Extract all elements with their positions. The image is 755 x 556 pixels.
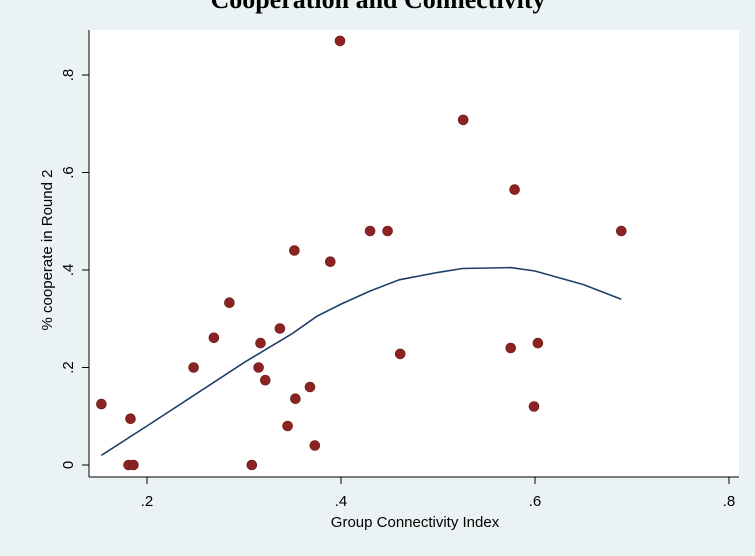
scatter-point xyxy=(394,348,406,360)
scatter-point xyxy=(289,245,300,256)
x-axis-ticks: .2 .4 .6 .8 xyxy=(141,477,736,510)
scatter-point xyxy=(304,381,316,393)
fit-line-layer xyxy=(100,266,622,456)
scatter-point xyxy=(505,342,517,354)
scatter-point xyxy=(309,440,321,451)
scatter-point xyxy=(255,337,266,349)
scatter-point xyxy=(457,114,469,126)
x-tick-label: .6 xyxy=(529,493,542,510)
scatter-point xyxy=(290,393,301,405)
scatter-point xyxy=(188,362,199,373)
scatter-point xyxy=(532,337,544,349)
x-tick-label: .4 xyxy=(335,493,348,510)
plot-area xyxy=(89,30,739,477)
x-tick-label: .8 xyxy=(723,493,736,510)
scatter-point xyxy=(259,374,271,386)
scatter-point xyxy=(528,401,540,412)
y-tick-label: .4 xyxy=(60,264,77,277)
scatter-point xyxy=(208,332,220,344)
x-axis-label: Group Connectivity Index xyxy=(331,514,500,531)
scatter-point xyxy=(224,297,235,309)
scatter-point xyxy=(253,362,264,373)
scatter-point xyxy=(382,225,393,237)
scatter-point xyxy=(324,256,336,268)
y-axis-ticks: 0 .2 .4 .6 .8 xyxy=(60,69,89,469)
fit-line xyxy=(100,266,622,456)
scatter-point xyxy=(274,323,286,334)
chart-title: Cooperation and Connectivity xyxy=(210,0,545,14)
scatter-point xyxy=(128,459,139,471)
scatter-point xyxy=(334,35,346,47)
scatter-points xyxy=(96,35,627,471)
x-tick-label: .2 xyxy=(141,493,154,510)
y-tick-label: .2 xyxy=(60,361,77,374)
y-tick-label: .8 xyxy=(60,69,77,82)
scatter-point xyxy=(364,225,376,237)
y-tick-label: .6 xyxy=(60,166,77,179)
scatter-point xyxy=(125,413,136,425)
scatter-point xyxy=(509,184,520,195)
y-tick-label: 0 xyxy=(60,461,77,469)
scatter-point xyxy=(282,420,293,432)
scatter-point xyxy=(246,459,258,471)
scatter-point xyxy=(96,398,107,410)
scatter-point xyxy=(615,225,627,237)
y-axis-label: % cooperate in Round 2 xyxy=(39,170,56,331)
